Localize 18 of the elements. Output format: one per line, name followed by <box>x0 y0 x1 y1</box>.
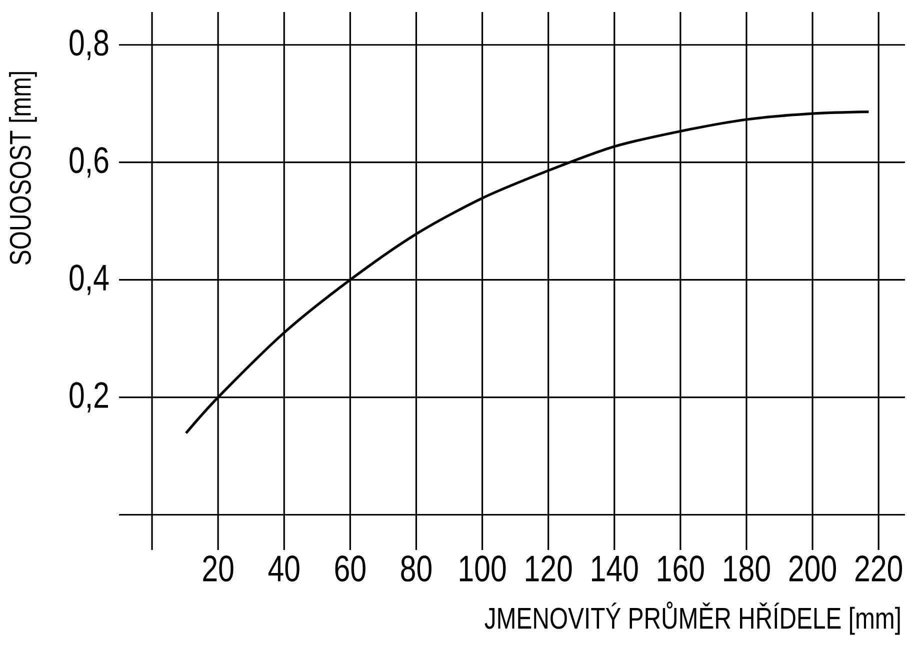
x-tick-label: 20 <box>203 556 234 582</box>
y-tick-label: 0,2 <box>70 382 108 413</box>
y-tick-label: 0,8 <box>70 30 108 60</box>
x-axis-title: JMENOVITÝ PRŮMĚR HŘÍDELE [mm] <box>484 602 900 635</box>
x-tick-label: 40 <box>268 556 300 582</box>
x-tick-label: 180 <box>724 556 770 582</box>
x-tick-label: 80 <box>401 556 432 582</box>
x-tick-label: 200 <box>789 556 836 582</box>
y-axis-title: SOUOSOST [mm] <box>9 72 37 265</box>
x-tick-label: 120 <box>526 556 572 582</box>
x-tick-label: 220 <box>855 556 902 582</box>
y-tick-label: 0,4 <box>70 264 109 296</box>
x-tick-label: 100 <box>460 556 506 582</box>
y-tick-label: 0,6 <box>70 147 108 178</box>
line-series <box>184 110 870 434</box>
x-tick-label: 60 <box>335 556 366 582</box>
x-tick-label: 140 <box>592 556 638 582</box>
x-tick-label: 160 <box>658 556 704 582</box>
